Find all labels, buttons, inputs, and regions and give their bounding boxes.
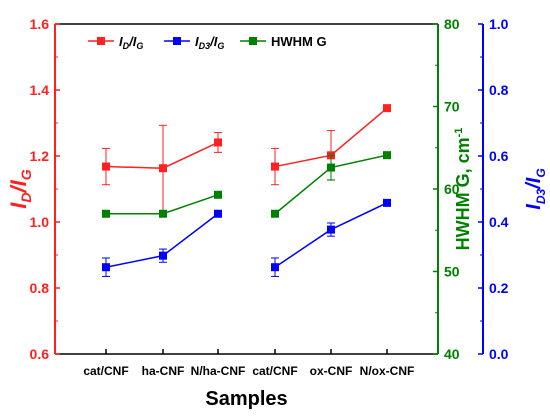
data-point <box>271 209 279 218</box>
x-axis-tick-label: cat/CNF <box>83 364 128 378</box>
x-axis-tick-label: ox-CNF <box>310 364 353 378</box>
right-axis-id3-tick-label: 1.0 <box>489 16 509 32</box>
x-axis-tick-label: N/ha-CNF <box>191 364 246 378</box>
data-point <box>214 138 222 147</box>
series-0 <box>102 104 391 212</box>
series-2 <box>102 151 391 218</box>
right-axis-hwhm-tick-label: 60 <box>444 181 460 197</box>
right-axis-hwhm-tick-label: 50 <box>444 264 460 280</box>
right-axis-hwhm-label: HWHM G, cm-1 <box>453 128 473 251</box>
data-point <box>327 225 335 234</box>
legend-item-0: ID/IG <box>88 34 143 51</box>
data-point <box>159 251 167 260</box>
data-point <box>327 163 335 172</box>
left-axis-tick-label: 1.0 <box>30 214 50 230</box>
data-point <box>159 164 167 173</box>
left-axis-tick-label: 0.8 <box>30 280 50 296</box>
right-axis-id3-tick-label: 0.2 <box>489 280 509 296</box>
axes: 0.6 0.8 1.0 1.2 1.4 1.6 ID/IG 40 50 60 70 80 HWHM G,… <box>6 16 548 410</box>
legend-label: ID/IG <box>119 34 143 51</box>
right-axis-id3-tick-label: 0.4 <box>489 214 509 230</box>
x-axis-label: Samples <box>205 388 287 410</box>
data-point <box>102 209 110 218</box>
data-point <box>383 198 391 207</box>
data-point <box>102 162 110 171</box>
right-axis-hwhm-tick-label: 70 <box>444 99 460 115</box>
right-axis-hwhm-tick-label: 40 <box>444 346 460 362</box>
data-point <box>383 151 391 160</box>
left-axis-tick-label: 1.4 <box>30 82 50 98</box>
legend-item-1: ID3/IG <box>164 34 224 51</box>
legend-swatch-marker <box>249 37 257 45</box>
right-axis-id3-tick-label: 0.8 <box>489 82 509 98</box>
legend-label: HWHM G <box>271 34 327 49</box>
legend-swatch-marker <box>173 37 181 45</box>
x-axis-tick-label: N/ox-CNF <box>360 364 415 378</box>
series-1 <box>102 198 391 277</box>
left-axis-label: ID/IG <box>6 169 34 208</box>
series-layer <box>102 104 391 277</box>
x-axis-tick-label: cat/CNF <box>252 364 297 378</box>
left-axis-tick-label: 1.2 <box>30 148 50 164</box>
data-point <box>271 162 279 171</box>
right-axis-hwhm-tick-label: 80 <box>444 16 460 32</box>
legend-item-2: HWHM G <box>240 34 327 49</box>
data-point <box>214 190 222 199</box>
legend-label: ID3/IG <box>195 34 224 51</box>
right-axis-id3-tick-label: 0.6 <box>489 148 509 164</box>
data-point <box>102 263 110 272</box>
legend: ID/IG ID3/IG HWHM G <box>88 34 327 51</box>
x-axis-tick-label: ha-CNF <box>142 364 185 378</box>
legend-swatch-marker <box>97 37 105 45</box>
left-axis-tick-label: 1.6 <box>30 16 50 32</box>
right-axis-id3-tick-label: 0.0 <box>489 346 509 362</box>
left-axis-tick-label: 0.6 <box>30 346 50 362</box>
data-point <box>383 104 391 113</box>
right-axis-id3-label: ID3/IG <box>523 168 548 209</box>
data-point <box>214 209 222 218</box>
data-point <box>159 209 167 218</box>
data-point <box>271 263 279 272</box>
